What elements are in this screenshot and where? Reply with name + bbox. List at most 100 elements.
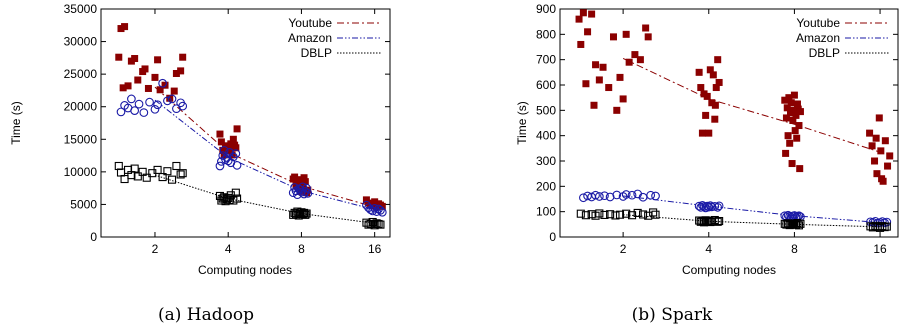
data-point	[782, 149, 790, 157]
data-point	[698, 129, 706, 137]
data-point	[141, 65, 149, 73]
data-point	[651, 191, 660, 201]
y-tick-label: 100	[536, 205, 556, 219]
series-dblp	[576, 208, 891, 232]
data-point	[145, 97, 154, 107]
data-point	[785, 94, 793, 102]
data-point	[613, 106, 621, 114]
data-point	[588, 10, 596, 18]
data-point	[877, 147, 885, 155]
data-point	[291, 186, 301, 196]
data-point	[599, 63, 607, 71]
legend-label-amazon: Amazon	[796, 31, 840, 45]
data-point	[127, 94, 136, 104]
series-youtube	[575, 9, 894, 185]
data-point	[226, 147, 234, 155]
x-axis-label: Computing nodes	[198, 263, 292, 277]
y-tick-label: 900	[536, 2, 556, 16]
data-point	[695, 68, 703, 76]
data-point	[866, 129, 874, 137]
data-point	[163, 167, 172, 176]
data-point	[575, 15, 583, 23]
y-tick-label: 0	[549, 230, 556, 244]
data-point	[138, 167, 147, 176]
data-point	[217, 138, 225, 146]
data-point	[878, 175, 886, 183]
data-point	[651, 210, 660, 219]
data-point	[878, 222, 887, 231]
data-point	[616, 73, 624, 81]
data-point	[172, 69, 180, 77]
data-point	[715, 216, 724, 226]
data-point	[649, 208, 658, 217]
data-point	[791, 127, 799, 135]
trend-line	[623, 214, 881, 228]
data-point	[577, 40, 585, 48]
data-point	[120, 174, 129, 184]
data-point	[579, 9, 587, 17]
legend-label-youtube: Youtube	[796, 16, 840, 30]
data-point	[119, 84, 127, 92]
data-point	[621, 190, 631, 199]
y-tick-label: 30000	[64, 35, 98, 49]
data-point	[703, 92, 711, 100]
data-point	[591, 190, 600, 200]
data-point	[711, 101, 719, 109]
data-point	[795, 122, 803, 130]
legend-label-amazon: Amazon	[288, 31, 332, 45]
data-point	[302, 183, 311, 193]
y-tick-label: 25000	[64, 67, 98, 81]
series-dblp	[114, 161, 385, 230]
data-point	[300, 174, 308, 182]
data-point	[124, 82, 132, 90]
data-point	[886, 152, 894, 160]
data-point	[154, 56, 162, 64]
data-point	[644, 33, 652, 41]
data-point	[884, 162, 892, 170]
data-point	[796, 219, 805, 228]
data-point	[633, 208, 642, 217]
data-point	[179, 53, 187, 61]
data-point	[793, 134, 801, 142]
data-point	[873, 170, 881, 178]
data-point	[638, 210, 648, 219]
data-point	[619, 95, 627, 103]
chart-hadoop: 0 5000 10000 15000 20000 25000 30000 35000 2 4 8 16…	[9, 2, 391, 325]
data-point	[376, 220, 385, 229]
data-point	[291, 173, 299, 181]
data-point	[882, 222, 891, 231]
data-point	[178, 101, 188, 111]
y-tick-label: 0	[90, 230, 97, 244]
data-point	[710, 215, 719, 225]
data-point	[592, 61, 600, 69]
data-point	[117, 25, 125, 33]
x-tick-label: 16	[873, 242, 887, 256]
data-point	[142, 173, 151, 182]
data-point	[116, 168, 126, 177]
trend-line	[623, 195, 881, 224]
data-point	[709, 71, 717, 79]
trend-line	[154, 99, 375, 211]
data-point	[702, 111, 710, 119]
y-tick-label: 35000	[64, 2, 98, 16]
trend-line	[622, 57, 881, 153]
data-point	[606, 210, 615, 219]
data-point	[584, 28, 592, 36]
x-tick-label: 16	[368, 242, 382, 256]
y-tick-label: 5000	[70, 197, 97, 211]
data-point	[701, 203, 710, 213]
data-point	[790, 106, 798, 114]
y-tick-label: 300	[536, 154, 556, 168]
data-point	[215, 161, 225, 171]
y-tick-label: 400	[536, 129, 556, 143]
data-point	[115, 53, 123, 61]
data-point	[714, 56, 722, 64]
data-point	[144, 84, 152, 92]
plot-frame	[100, 8, 391, 238]
data-point	[364, 220, 373, 229]
series-amazon	[116, 78, 387, 217]
x-tick-label: 2	[152, 242, 159, 256]
data-point	[594, 192, 604, 201]
data-point	[130, 106, 139, 115]
